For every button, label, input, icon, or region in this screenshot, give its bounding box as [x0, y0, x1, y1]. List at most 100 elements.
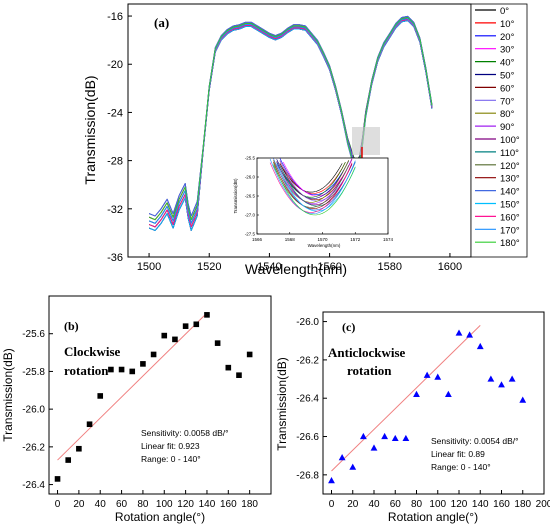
panel-b-annotation-line2: rotation — [64, 363, 109, 378]
inset-curve-17 — [269, 158, 356, 215]
data-point — [108, 366, 114, 373]
panel-a-ticks: 1500 1520 1540 1560 1580 1600 -36 -32 -28 -24 -20 -… — [107, 11, 462, 273]
legend-label-6: 60° — [500, 83, 515, 94]
panel-c-ylabel: Transmission(dB) — [275, 357, 289, 451]
panel-2-xtick-label: 40 — [368, 499, 380, 510]
legend-label-2: 20° — [500, 32, 515, 43]
legend-label-15: 150° — [500, 200, 520, 211]
spectrum-line-18 — [148, 16, 433, 221]
panel-c: (c) Anticlockwise rotation Sensitivity: … — [275, 311, 550, 524]
data-point — [402, 434, 410, 442]
panel-a-ytick-label: -24 — [107, 107, 123, 119]
panel-a-ytick-label: -20 — [107, 59, 123, 71]
panel-2-xtick-label: 20 — [347, 499, 359, 510]
inset-xtick-label: 1570 — [317, 237, 328, 242]
panel-b-marks — [54, 312, 253, 482]
inset-ytick-label: -26.0 — [245, 175, 256, 180]
legend-label-1: 10° — [500, 19, 515, 30]
panel-2-xtick-label: 140 — [472, 499, 489, 510]
data-point — [204, 312, 210, 318]
panel-a-xtick-label: 1520 — [197, 261, 221, 273]
panel-2-ytick-label: -26.0 — [296, 317, 319, 328]
panel-a-ytick-label: -32 — [107, 204, 123, 216]
inset-ytick-label: -27.0 — [245, 213, 256, 218]
panel-a-ytick-label: -36 — [107, 252, 123, 264]
panel-c-label: (c) — [342, 320, 355, 334]
legend-label-8: 80° — [500, 109, 515, 120]
panel-2-ytick-label: -26.8 — [296, 470, 319, 481]
legend-label-11: 110° — [500, 148, 519, 159]
panel-1-ytick-label: -25.6 — [22, 329, 45, 340]
panel-b-ylabel: Transmission(dB) — [1, 348, 15, 442]
panel-a-xtick-label: 1600 — [438, 261, 462, 273]
panel-a-xtick-label: 1500 — [137, 261, 161, 273]
legend-label-0: 0° — [500, 6, 509, 17]
panel-1-xtick-label: 20 — [73, 499, 85, 510]
data-point — [97, 393, 104, 399]
panel-2-xtick-label: 60 — [390, 499, 402, 510]
panel-c-annotation-line1: Anticlockwise — [328, 345, 406, 360]
data-point — [182, 323, 189, 329]
data-point — [214, 340, 221, 346]
data-point — [118, 366, 125, 373]
data-point — [413, 390, 420, 397]
data-point — [193, 321, 200, 328]
panel-1-ytick-label: -25.8 — [22, 367, 45, 378]
inset-xlabel: Wavelength(nm) — [308, 243, 341, 248]
data-point — [370, 444, 378, 451]
panel-2-xtick-label: 0 — [329, 499, 335, 510]
panel-b-stat-3: Range: 0 - 140° — [141, 454, 201, 464]
panel-b-ticks: 0 20 40 60 80 100 120 140 160 180 -26.4 -26.2 -26.0 -… — [22, 329, 258, 510]
panel-2-xtick-label: 120 — [451, 499, 468, 510]
inset-curve-1 — [279, 160, 346, 194]
data-point — [86, 421, 93, 428]
data-point — [140, 361, 146, 367]
panel-a-label: (a) — [154, 15, 169, 30]
panel-a-ylabel: Transmission(dB) — [82, 75, 98, 184]
legend-label-3: 30° — [500, 45, 515, 56]
panel-a-xtick-label: 1560 — [317, 261, 341, 273]
data-point — [236, 372, 242, 378]
panel-1-xtick-label: 140 — [199, 499, 216, 510]
inset-ytick-label: -27.5 — [245, 232, 256, 237]
inset-curve-2 — [279, 158, 349, 196]
inset-curve-18 — [273, 163, 356, 216]
panel-b-plot-area — [48, 295, 272, 495]
panel-1-xtick-label: 160 — [220, 499, 237, 510]
zoom-region-box — [352, 127, 380, 155]
legend-label-4: 40° — [500, 58, 515, 69]
panel-b-stat-2: Linear fit: 0.923 — [141, 441, 200, 451]
panel-2-xtick-label: 160 — [493, 499, 510, 510]
panel-a-ytick-label: -28 — [107, 156, 123, 168]
panel-b-annotation-line1: Clockwise — [64, 344, 121, 359]
panel-2-ytick-label: -26.6 — [296, 432, 319, 443]
panel-c-stat-1: Sensitivity: 0.0054 dB/° — [431, 436, 519, 446]
legend-label-7: 70° — [500, 96, 515, 107]
data-point — [172, 336, 178, 343]
inset-ticks: 1566 1568 1570 1572 1574 -27.5 -27.0 -26.5 -26.0… — [245, 156, 394, 243]
data-point — [423, 371, 431, 378]
panel-2-ytick-label: -26.2 — [296, 355, 319, 366]
data-point — [65, 457, 72, 463]
panel-b: (b) Clockwise rotation Sensitivity: 0.00… — [1, 295, 272, 524]
panel-1-xtick-label: 0 — [55, 499, 61, 510]
inset-ylabel: Transmission(dB) — [233, 178, 238, 214]
data-point — [381, 432, 389, 440]
legend-label-5: 50° — [500, 71, 515, 82]
panel-2-ytick-label: -26.4 — [296, 394, 319, 405]
data-point — [359, 432, 367, 440]
data-point — [54, 476, 61, 482]
inset-curve-13 — [273, 161, 353, 210]
inset-xtick-label: 1574 — [383, 237, 394, 242]
panel-c-annotation-line2: rotation — [347, 363, 392, 378]
panel-1-ytick-label: -26.4 — [22, 480, 45, 491]
panel-c-ticks: 0 20 40 60 80 100 120 140 160 180 200 -26.8 -26.6 -26… — [296, 317, 550, 510]
panel-a: (a) Wavelength(nm) Transmission(dB) 1500… — [82, 3, 528, 277]
linear-fit-line — [331, 325, 481, 472]
data-point — [129, 368, 136, 375]
panel-1-xtick-label: 120 — [177, 499, 194, 510]
data-point — [76, 445, 82, 452]
data-point — [455, 329, 463, 336]
panel-1-xtick-label: 80 — [137, 499, 149, 510]
